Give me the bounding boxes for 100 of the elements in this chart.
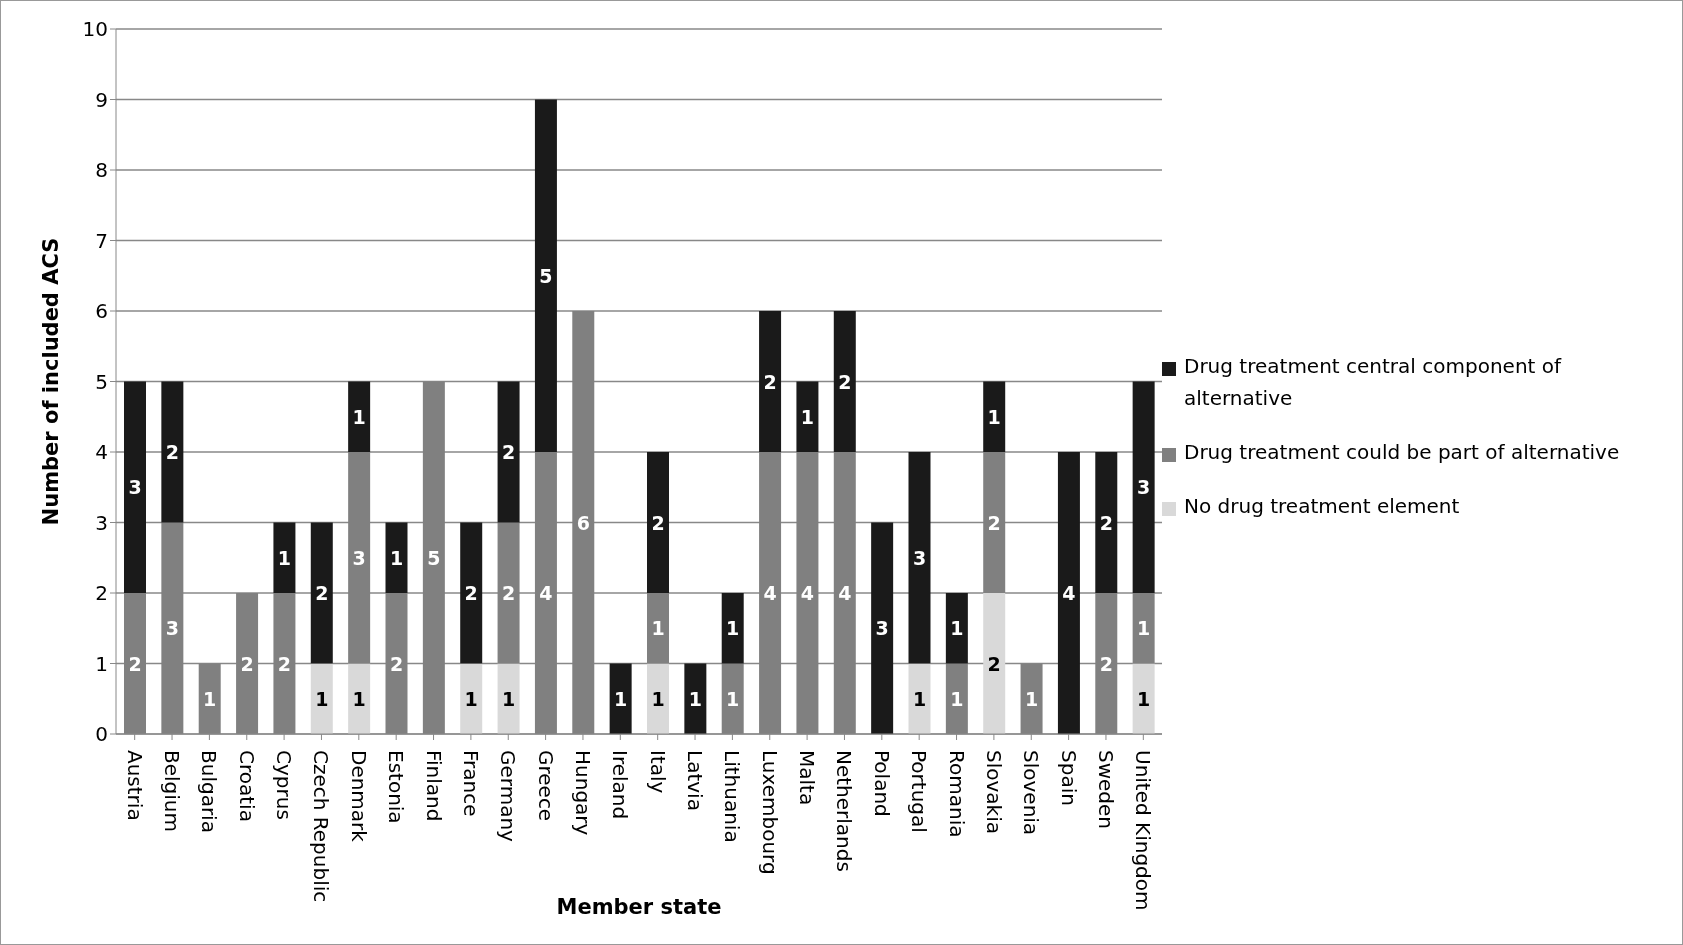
bar [945, 593, 968, 664]
x-tick-label: Romania [944, 750, 969, 838]
bar [460, 522, 483, 664]
x-tick-label: Croatia [234, 750, 259, 822]
bar [983, 593, 1006, 734]
data-label: 1 [950, 687, 964, 710]
bar [721, 593, 744, 664]
x-tick-label: Germany [496, 750, 521, 843]
data-label: 6 [576, 511, 590, 534]
data-label: 5 [539, 264, 553, 287]
x-tick-label: Hungary [570, 750, 595, 836]
data-label: 4 [539, 582, 553, 604]
data-label: 2 [464, 582, 478, 604]
x-tick-label: Italy [645, 750, 670, 794]
bar [609, 663, 632, 734]
x-tick-label: Luxembourg [757, 750, 782, 875]
data-label: 1 [352, 687, 366, 710]
x-tick-label: Malta [795, 750, 820, 806]
y-tick-label: 6 [95, 299, 108, 324]
bar [161, 381, 184, 523]
y-tick-label: 4 [95, 440, 108, 465]
data-label: 1 [651, 687, 665, 710]
bar [759, 311, 782, 452]
bar [684, 663, 707, 734]
data-label: 1 [1137, 687, 1151, 710]
data-label: 1 [1137, 617, 1151, 640]
data-label: 1 [726, 617, 740, 640]
x-tick-label: Spain [1056, 750, 1081, 806]
data-label: 1 [800, 405, 815, 428]
bar [833, 311, 856, 452]
bar [497, 381, 520, 523]
data-label: 3 [912, 546, 927, 569]
bar [1132, 381, 1155, 593]
data-label: 1 [987, 405, 1001, 428]
legend-label: Drug treatment could be part of alternative [1184, 439, 1620, 466]
data-label: 3 [165, 617, 179, 640]
x-tick-label: United Kingdom [1131, 750, 1156, 911]
x-tick-label: Lithuania [720, 750, 745, 843]
bar [1095, 452, 1118, 593]
bar [983, 381, 1006, 452]
bar [908, 452, 931, 664]
data-label: 3 [1137, 476, 1151, 499]
x-tick-label: Slovenia [1019, 750, 1044, 836]
data-label: 2 [277, 652, 292, 675]
x-tick-label: Sweden [1093, 750, 1118, 830]
x-tick-label: Bulgaria [197, 750, 222, 833]
data-label: 2 [1099, 652, 1113, 675]
x-tick-label: Cyprus [272, 750, 297, 820]
y-tick-label: 1 [95, 651, 108, 676]
data-label: 1 [688, 687, 702, 710]
x-tick-label: Denmark [346, 750, 371, 843]
data-label: 1 [912, 687, 927, 710]
data-label: 2 [1099, 511, 1113, 534]
data-label: 2 [987, 511, 1001, 534]
x-tick-label: Slovakia [981, 750, 1006, 834]
x-tick-label: Netherlands [832, 750, 857, 872]
data-label: 2 [838, 370, 852, 393]
data-label: 1 [651, 617, 665, 640]
x-tick-label: Ireland [608, 750, 633, 820]
bar [908, 663, 931, 734]
data-label: 1 [1024, 687, 1039, 710]
bar [534, 99, 557, 452]
x-tick-label: Finland [421, 750, 446, 822]
data-label: 1 [950, 617, 964, 640]
data-label: 2 [240, 652, 254, 675]
data-label: 3 [352, 546, 366, 569]
x-tick-label: Czech Republic [309, 750, 334, 903]
bar [460, 663, 483, 734]
data-label: 1 [315, 687, 329, 710]
y-tick-label: 9 [95, 87, 108, 112]
y-tick-label: 5 [95, 369, 108, 394]
data-label: 1 [203, 687, 217, 710]
data-label: 5 [427, 546, 441, 569]
data-label: 1 [501, 687, 516, 710]
bar [1057, 452, 1080, 734]
data-label: 2 [987, 652, 1001, 675]
x-tick-label: Portugal [907, 750, 932, 833]
y-tick-label: 8 [95, 158, 108, 183]
bar [497, 663, 520, 734]
bar [310, 663, 333, 734]
data-label: 1 [614, 687, 628, 710]
bar [1132, 663, 1155, 734]
data-label: 2 [501, 582, 516, 604]
y-tick-label: 3 [95, 510, 108, 535]
bar [647, 663, 669, 734]
legend-label: No drug treatment element [1184, 493, 1460, 520]
data-label: 1 [464, 687, 478, 710]
bar [124, 381, 146, 593]
bar [348, 663, 371, 734]
bar [273, 522, 296, 593]
bar [310, 522, 333, 664]
y-tick-label: 7 [95, 228, 108, 253]
data-label: 4 [1062, 582, 1076, 604]
data-label: 3 [875, 617, 889, 640]
bar [385, 522, 408, 593]
x-tick-label: Latvia [683, 750, 708, 811]
y-tick-label: 2 [95, 581, 108, 606]
data-label: 1 [352, 405, 366, 428]
y-tick-label: 10 [82, 17, 108, 42]
data-label: 1 [389, 546, 404, 569]
